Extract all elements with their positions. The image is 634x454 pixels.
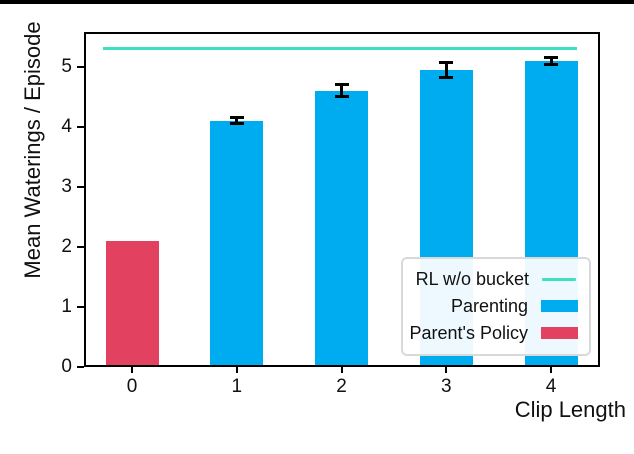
x-tick-label-0: 0 [126,376,138,397]
y-tick-label-2: 2 [61,235,72,257]
error-bar-stem-3 [444,62,448,78]
error-bar-cap-top-1 [229,116,244,120]
y-tick-1 [77,305,84,308]
y-tick-0 [77,366,84,368]
legend-rect-swatch [541,300,578,312]
x-tick-1 [235,367,238,373]
y-tick-label-3: 3 [61,175,72,197]
legend-line-swatch [542,277,576,281]
error-bar-cap-bottom-4 [544,62,558,66]
plot-area: RL w/o bucket Parenting Parent's Policy [84,32,600,367]
error-bar-cap-top-3 [439,60,454,64]
y-tick-3 [77,185,84,188]
x-tick-label-4: 4 [545,376,557,397]
y-tick-5 [77,65,84,68]
error-bar-stem-4 [549,57,553,65]
legend-entry-parents-policy: Parent's Policy [410,321,578,345]
x-tick-3 [445,367,448,373]
legend-label: Parenting [450,295,528,316]
error-bar-cap-bottom-1 [229,122,244,126]
x-tick-label-1: 1 [231,376,243,397]
y-tick-label-5: 5 [61,55,72,77]
bar-parent-s-policy-0 [105,240,159,367]
x-tick-0 [131,367,133,373]
legend-entry-parenting: Parenting [414,294,578,318]
y-tick-label-1: 1 [61,295,72,317]
error-bar-cap-bottom-2 [334,95,349,99]
x-tick-2 [340,367,343,373]
x-tick-label-2: 2 [336,376,347,397]
y-tick-label-0: 0 [61,356,72,377]
x-axis-title: Clip Length [514,397,626,422]
y-tick-label-4: 4 [61,115,72,137]
x-tick-4 [550,367,552,373]
y-tick-2 [77,245,84,248]
reference-line-rl-w-o-bucket [103,47,577,51]
page-top-rule [0,0,634,4]
error-bar-stem-2 [340,84,343,97]
error-bar-cap-top-2 [334,83,349,87]
legend-entry-rl-wo-bucket: RL w/o bucket [414,267,578,291]
x-tick-label-3: 3 [440,376,452,397]
error-bar-cap-top-4 [544,55,558,59]
legend-rect-swatch [541,327,578,339]
legend-label: RL w/o bucket [415,268,529,289]
legend-label: Parent's Policy [409,322,529,343]
bar-parenting-2 [315,90,368,367]
error-bar-stem-1 [235,117,239,124]
legend: RL w/o bucket Parenting Parent's Policy [401,257,591,356]
bar-parenting-1 [210,120,264,367]
error-bar-cap-bottom-3 [439,76,454,80]
y-tick-4 [77,125,84,128]
